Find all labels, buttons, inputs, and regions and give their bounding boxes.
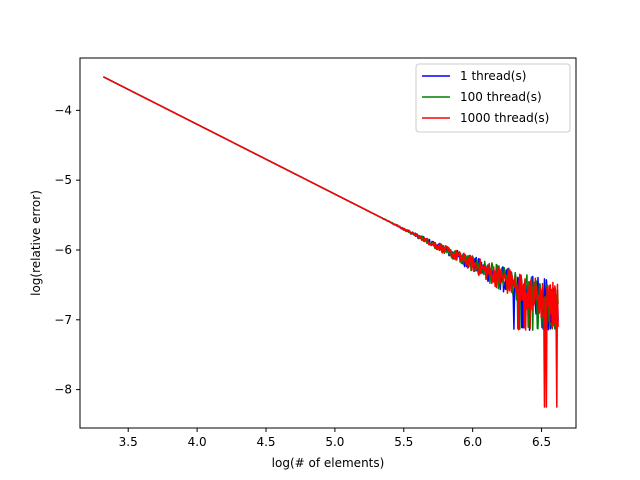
x-tick-label: 5.5 xyxy=(394,435,413,449)
legend-box xyxy=(415,63,571,133)
x-axis-label: log(# of elements) xyxy=(272,456,385,470)
y-tick-label: −5 xyxy=(54,173,72,187)
legend-label-2: 100 thread(s) xyxy=(460,90,542,104)
series-layer xyxy=(103,76,559,408)
y-tick-label: −7 xyxy=(54,313,72,327)
plot-frame xyxy=(79,57,577,429)
legend: 1 thread(s) 100 thread(s) 1000 thread(s) xyxy=(415,63,571,133)
y-axis: −8 −7 −6 −5 −4 xyxy=(54,103,80,397)
y-axis-label: log(relative error) xyxy=(29,190,43,296)
y-tick-label: −4 xyxy=(54,103,72,117)
y-tick-label: −6 xyxy=(54,243,72,257)
x-tick-label: 4.5 xyxy=(256,435,275,449)
x-tick-label: 4.0 xyxy=(188,435,207,449)
x-tick-label: 6.5 xyxy=(532,435,551,449)
x-axis: 3.5 4.0 4.5 5.0 5.5 6.0 6.5 xyxy=(119,428,551,449)
x-tick-label: 5.0 xyxy=(325,435,344,449)
series-line-3 xyxy=(103,76,559,408)
x-tick-label: 6.0 xyxy=(463,435,482,449)
x-tick-label: 3.5 xyxy=(119,435,138,449)
legend-label-3: 1000 thread(s) xyxy=(460,111,549,125)
y-tick-label: −8 xyxy=(54,383,72,397)
legend-label-1: 1 thread(s) xyxy=(460,69,526,83)
